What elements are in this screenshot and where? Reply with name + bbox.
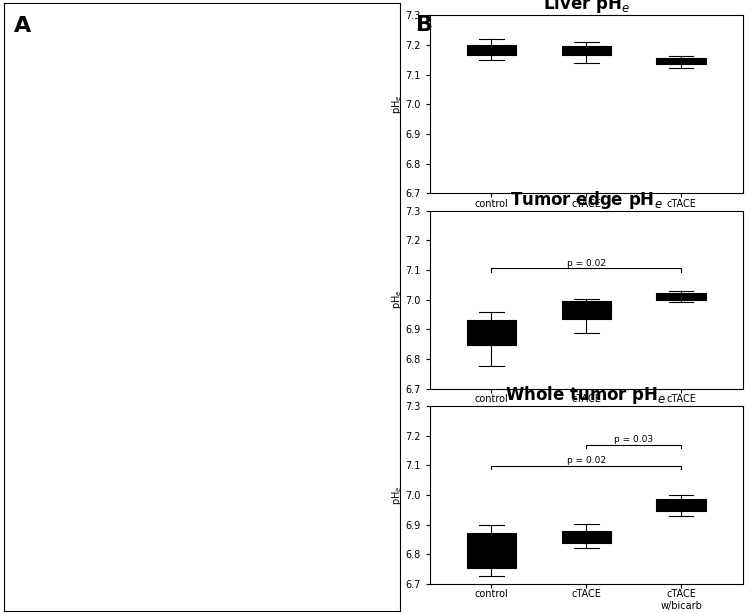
Text: p = 0.02: p = 0.02	[567, 258, 605, 268]
PathPatch shape	[657, 499, 706, 511]
PathPatch shape	[467, 45, 516, 55]
Title: Liver pH$_e$: Liver pH$_e$	[543, 0, 630, 15]
PathPatch shape	[467, 321, 516, 344]
PathPatch shape	[467, 533, 516, 569]
PathPatch shape	[562, 531, 611, 543]
PathPatch shape	[562, 301, 611, 319]
Y-axis label: pH$_e$: pH$_e$	[390, 290, 404, 309]
PathPatch shape	[657, 58, 706, 64]
PathPatch shape	[657, 293, 706, 300]
Title: Tumor edge pH$_e$: Tumor edge pH$_e$	[510, 188, 663, 211]
Text: B: B	[416, 15, 434, 36]
PathPatch shape	[562, 45, 611, 55]
Y-axis label: pH$_e$: pH$_e$	[390, 485, 404, 505]
Title: Whole tumor pH$_e$: Whole tumor pH$_e$	[505, 384, 667, 406]
Text: A: A	[14, 17, 31, 36]
Text: p = 0.02: p = 0.02	[567, 456, 605, 465]
Text: p = 0.03: p = 0.03	[614, 435, 653, 444]
Y-axis label: pH$_e$: pH$_e$	[390, 95, 404, 114]
